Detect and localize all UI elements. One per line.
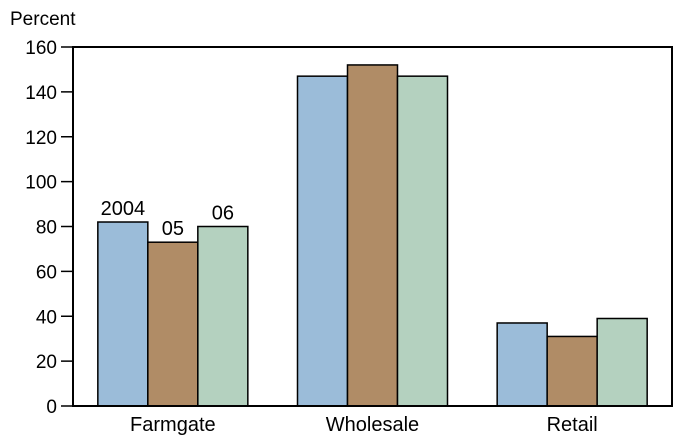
bar-wholesale-06 (396, 75, 449, 407)
series-label: 05 (162, 218, 184, 240)
bars (97, 64, 648, 407)
y-tick-label: 0 (46, 397, 57, 418)
series-labels: 2004 05 06 (101, 198, 234, 240)
y-axis-ticks: 0 20 40 60 80 100 120 140 160 (25, 38, 73, 418)
bar-farmgate-2004 (97, 221, 149, 407)
y-tick-label: 140 (25, 83, 57, 104)
x-axis-labels: Farmgate Wholesale Retail (130, 414, 598, 436)
bar-retail-06 (596, 317, 648, 407)
bar-wholesale-05 (346, 64, 399, 407)
x-tick-label: Retail (547, 414, 598, 436)
y-tick-label: 20 (36, 352, 57, 373)
bar-retail-05 (546, 335, 598, 407)
y-axis-label: Percent (10, 9, 76, 30)
x-tick-label: Wholesale (326, 414, 419, 436)
plot-frame (72, 46, 673, 407)
y-tick-label: 160 (25, 38, 57, 59)
y-tick-label: 40 (36, 307, 57, 328)
x-tick-label: Farmgate (130, 414, 216, 436)
bar-farmgate-06 (197, 225, 249, 407)
bar-farmgate-05 (147, 241, 199, 407)
bar-wholesale-2004 (296, 75, 349, 407)
y-tick-label: 60 (36, 262, 57, 283)
y-tick-label: 80 (36, 218, 57, 239)
y-tick-label: 120 (25, 128, 57, 149)
series-label: 06 (212, 203, 234, 225)
bar-retail-2004 (496, 322, 548, 407)
series-label: 2004 (101, 198, 146, 220)
y-tick-label: 100 (25, 173, 57, 194)
